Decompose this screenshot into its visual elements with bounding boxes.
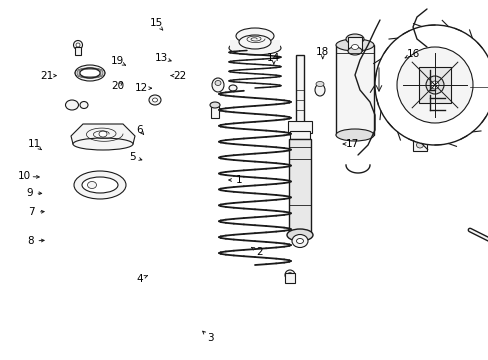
Text: 5: 5 bbox=[128, 152, 135, 162]
Text: 16: 16 bbox=[406, 49, 419, 59]
Text: 17: 17 bbox=[345, 139, 358, 149]
Bar bbox=[288, 139, 310, 235]
Text: 9: 9 bbox=[26, 188, 33, 198]
Bar bbox=[418, 67, 450, 103]
Ellipse shape bbox=[239, 35, 270, 49]
Bar bbox=[469, 73, 488, 99]
Ellipse shape bbox=[335, 129, 373, 141]
Ellipse shape bbox=[335, 39, 373, 51]
Bar bbox=[287, 121, 311, 133]
Ellipse shape bbox=[80, 68, 100, 78]
Bar bbox=[229, 40, 280, 48]
Bar bbox=[285, 273, 294, 283]
Ellipse shape bbox=[76, 43, 80, 47]
Text: 7: 7 bbox=[28, 207, 35, 217]
Text: 11: 11 bbox=[27, 139, 41, 149]
Polygon shape bbox=[71, 124, 135, 144]
Ellipse shape bbox=[285, 270, 294, 280]
Ellipse shape bbox=[80, 102, 88, 108]
Text: 10: 10 bbox=[18, 171, 31, 181]
Text: 21: 21 bbox=[40, 71, 53, 81]
Ellipse shape bbox=[228, 41, 281, 55]
Text: 15: 15 bbox=[149, 18, 163, 28]
Text: 19: 19 bbox=[110, 56, 124, 66]
Ellipse shape bbox=[347, 47, 361, 55]
Ellipse shape bbox=[75, 65, 105, 81]
Ellipse shape bbox=[426, 67, 432, 73]
Circle shape bbox=[374, 25, 488, 145]
Ellipse shape bbox=[425, 76, 443, 94]
Ellipse shape bbox=[212, 78, 224, 92]
Ellipse shape bbox=[315, 81, 324, 86]
Ellipse shape bbox=[351, 45, 358, 50]
Text: 14: 14 bbox=[266, 53, 280, 63]
Ellipse shape bbox=[152, 98, 157, 102]
Circle shape bbox=[396, 47, 472, 123]
Ellipse shape bbox=[73, 138, 133, 150]
Ellipse shape bbox=[236, 28, 273, 44]
Ellipse shape bbox=[314, 84, 325, 96]
Bar bbox=[412, 139, 426, 151]
Ellipse shape bbox=[65, 100, 79, 110]
Ellipse shape bbox=[296, 239, 303, 243]
Ellipse shape bbox=[149, 95, 161, 105]
Ellipse shape bbox=[416, 142, 423, 148]
Text: 22: 22 bbox=[173, 71, 186, 81]
Text: 6: 6 bbox=[136, 125, 142, 135]
Bar bbox=[295, 55, 304, 125]
Text: 8: 8 bbox=[27, 236, 34, 246]
Ellipse shape bbox=[287, 273, 292, 278]
Text: 18: 18 bbox=[315, 47, 329, 57]
Ellipse shape bbox=[73, 41, 82, 50]
Ellipse shape bbox=[209, 102, 220, 108]
Ellipse shape bbox=[99, 131, 107, 137]
Bar bbox=[210, 104, 219, 118]
Text: 20: 20 bbox=[111, 81, 123, 91]
Text: 3: 3 bbox=[206, 333, 213, 343]
Bar bbox=[289, 131, 309, 139]
Text: 2: 2 bbox=[255, 247, 262, 257]
Text: 12: 12 bbox=[135, 83, 148, 93]
Text: 1: 1 bbox=[236, 175, 243, 185]
Ellipse shape bbox=[346, 34, 363, 44]
Ellipse shape bbox=[82, 177, 118, 193]
Ellipse shape bbox=[87, 181, 96, 189]
Ellipse shape bbox=[228, 85, 237, 91]
Bar bbox=[75, 47, 81, 55]
Bar bbox=[347, 37, 361, 51]
Bar bbox=[476, 65, 482, 73]
Ellipse shape bbox=[286, 229, 312, 241]
Ellipse shape bbox=[215, 81, 221, 86]
Bar bbox=[335, 45, 373, 135]
Text: 13: 13 bbox=[154, 53, 168, 63]
Ellipse shape bbox=[430, 81, 438, 89]
Text: 4: 4 bbox=[136, 274, 142, 284]
Ellipse shape bbox=[291, 234, 307, 248]
Ellipse shape bbox=[74, 171, 126, 199]
